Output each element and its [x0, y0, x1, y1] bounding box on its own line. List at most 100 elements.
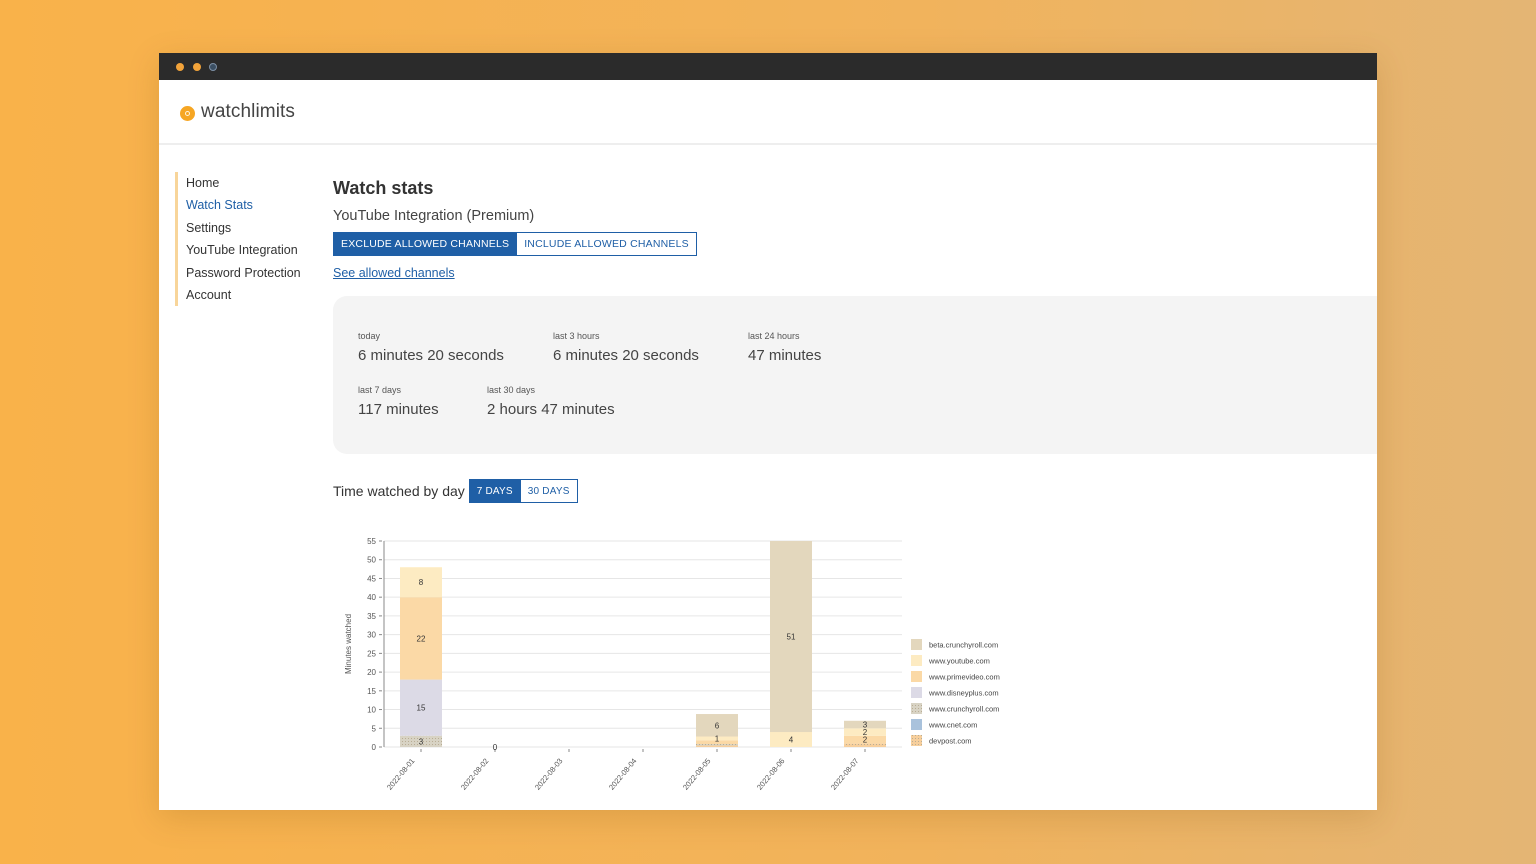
data-label: 6: [715, 721, 720, 730]
bar-segment: [696, 745, 738, 747]
bar-segment: [696, 740, 738, 745]
allowed-channels-toggle: EXCLUDE ALLOWED CHANNELS INCLUDE ALLOWED…: [333, 232, 1377, 256]
x-tick-label: 2022-08-05: [681, 757, 713, 792]
bar-segment: [400, 597, 442, 680]
data-label: 3: [863, 721, 868, 730]
logo-icon: [180, 105, 195, 121]
stat-last-3-hours: last 3 hours 6 minutes 20 seconds: [553, 331, 699, 364]
include-allowed-channels-button[interactable]: INCLUDE ALLOWED CHANNELS: [517, 232, 697, 256]
legend-swatch: [911, 719, 922, 730]
data-label: 8: [419, 578, 424, 587]
y-tick-label: 25: [367, 649, 376, 658]
bar-segment: [696, 744, 738, 746]
legend-label: www.cnet.com: [928, 721, 977, 730]
stat-value: 6 minutes 20 seconds: [553, 347, 699, 364]
x-tick-label: 2022-08-01: [385, 757, 417, 792]
stat-label: last 7 days: [358, 385, 402, 395]
bar-segment: [770, 732, 812, 747]
range-30-days-button[interactable]: 30 DAYS: [520, 479, 578, 503]
sidebar-item-watch-stats[interactable]: Watch Stats: [186, 198, 253, 213]
bar-segment: [844, 720, 886, 729]
bar-segment: [696, 714, 738, 737]
y-tick-label: 40: [367, 593, 376, 602]
data-label: 2: [863, 736, 868, 745]
bar-segment: [400, 567, 442, 598]
exclude-allowed-channels-button[interactable]: EXCLUDE ALLOWED CHANNELS: [333, 232, 518, 256]
sidebar-nav: Home Watch Stats Settings YouTube Integr…: [175, 172, 301, 307]
see-allowed-channels-link[interactable]: See allowed channels: [333, 266, 455, 280]
legend-label: www.primevideo.com: [928, 673, 1000, 682]
stat-value: 117 minutes: [358, 401, 439, 418]
x-tick-label: 2022-08-07: [829, 757, 861, 792]
y-tick-label: 5: [372, 724, 377, 733]
bar-segment: [844, 728, 886, 736]
chart-header: Time watched by day 7 DAYS 30 DAYS: [333, 479, 578, 503]
brand[interactable]: watchlimits: [180, 101, 295, 123]
data-label: 4: [789, 736, 794, 745]
legend-swatch: [911, 655, 922, 666]
window-dot-icon[interactable]: [193, 63, 201, 71]
legend-swatch: [911, 671, 922, 682]
x-tick-label: 2022-08-02: [459, 757, 491, 792]
sidebar-item-password-protection[interactable]: Password Protection: [186, 265, 301, 280]
y-tick-label: 20: [367, 668, 376, 677]
stat-value: 47 minutes: [748, 347, 822, 364]
legend-swatch: [911, 687, 922, 698]
sidebar-item-account[interactable]: Account: [186, 287, 232, 302]
legend-swatch: [911, 639, 922, 650]
data-label: 15: [417, 704, 426, 713]
legend-label: www.crunchyroll.com: [928, 705, 999, 714]
chart-range-toggle: 7 DAYS 30 DAYS: [468, 479, 578, 503]
page-subtitle: YouTube Integration (Premium): [333, 208, 535, 224]
chart-title: Time watched by day: [333, 483, 465, 499]
data-label: 2: [863, 728, 868, 737]
x-tick-label: 2022-08-03: [533, 757, 565, 792]
data-label: 22: [417, 634, 426, 643]
main-content: Watch stats YouTube Integration (Premium…: [333, 173, 1377, 503]
y-axis-label: Minutes watched: [344, 614, 353, 674]
y-tick-label: 15: [367, 687, 376, 696]
brand-name: watchlimits: [201, 101, 296, 122]
range-7-days-button[interactable]: 7 DAYS: [468, 479, 521, 503]
sidebar-item-home[interactable]: Home: [186, 176, 220, 190]
x-tick-label: 2022-08-06: [755, 757, 787, 792]
sidebar-item-youtube-integration[interactable]: YouTube Integration: [186, 243, 298, 258]
window-dot-icon[interactable]: [176, 63, 184, 71]
bar-segment: [844, 735, 886, 744]
data-label: 1: [715, 734, 720, 743]
bar-segment: [400, 735, 442, 747]
window-titlebar: [159, 53, 1377, 80]
legend-label: beta.crunchyroll.com: [929, 641, 998, 650]
stats-summary: today 6 minutes 20 seconds last 3 hours …: [333, 296, 1377, 454]
legend-label: www.youtube.com: [928, 657, 990, 666]
stat-label: last 24 hours: [748, 331, 800, 341]
stat-label: today: [358, 331, 381, 341]
x-tick-label: 2022-08-04: [607, 757, 639, 792]
data-label: 51: [787, 633, 796, 642]
stat-last-7-days: last 7 days 117 minutes: [358, 385, 439, 418]
y-tick-label: 55: [367, 537, 376, 546]
stat-today: today 6 minutes 20 seconds: [358, 331, 504, 364]
y-tick-label: 45: [367, 574, 376, 583]
stat-last-24-hours: last 24 hours 47 minutes: [748, 331, 821, 364]
browser-window: watchlimits Home Watch Stats Settings Yo…: [159, 53, 1377, 810]
stat-value: 6 minutes 20 seconds: [358, 347, 504, 364]
page-title: Watch stats: [333, 178, 434, 198]
y-tick-label: 10: [367, 706, 376, 715]
stat-value: 2 hours 47 minutes: [487, 401, 615, 418]
data-label: 3: [419, 737, 424, 746]
legend-label: www.disneyplus.com: [928, 689, 999, 698]
app-header: watchlimits: [159, 80, 1377, 145]
sidebar-item-settings[interactable]: Settings: [186, 220, 232, 235]
bar-segment: [400, 679, 442, 736]
bar-segment: [770, 541, 812, 733]
y-tick-label: 30: [367, 631, 376, 640]
legend-label: devpost.com: [929, 737, 972, 746]
data-label: 0: [493, 743, 498, 752]
legend-swatch: [911, 703, 922, 714]
window-dot-icon[interactable]: [209, 63, 217, 71]
bar-segment: [696, 736, 738, 741]
bar-segment: [844, 743, 886, 747]
stat-label: last 3 hours: [553, 331, 600, 341]
